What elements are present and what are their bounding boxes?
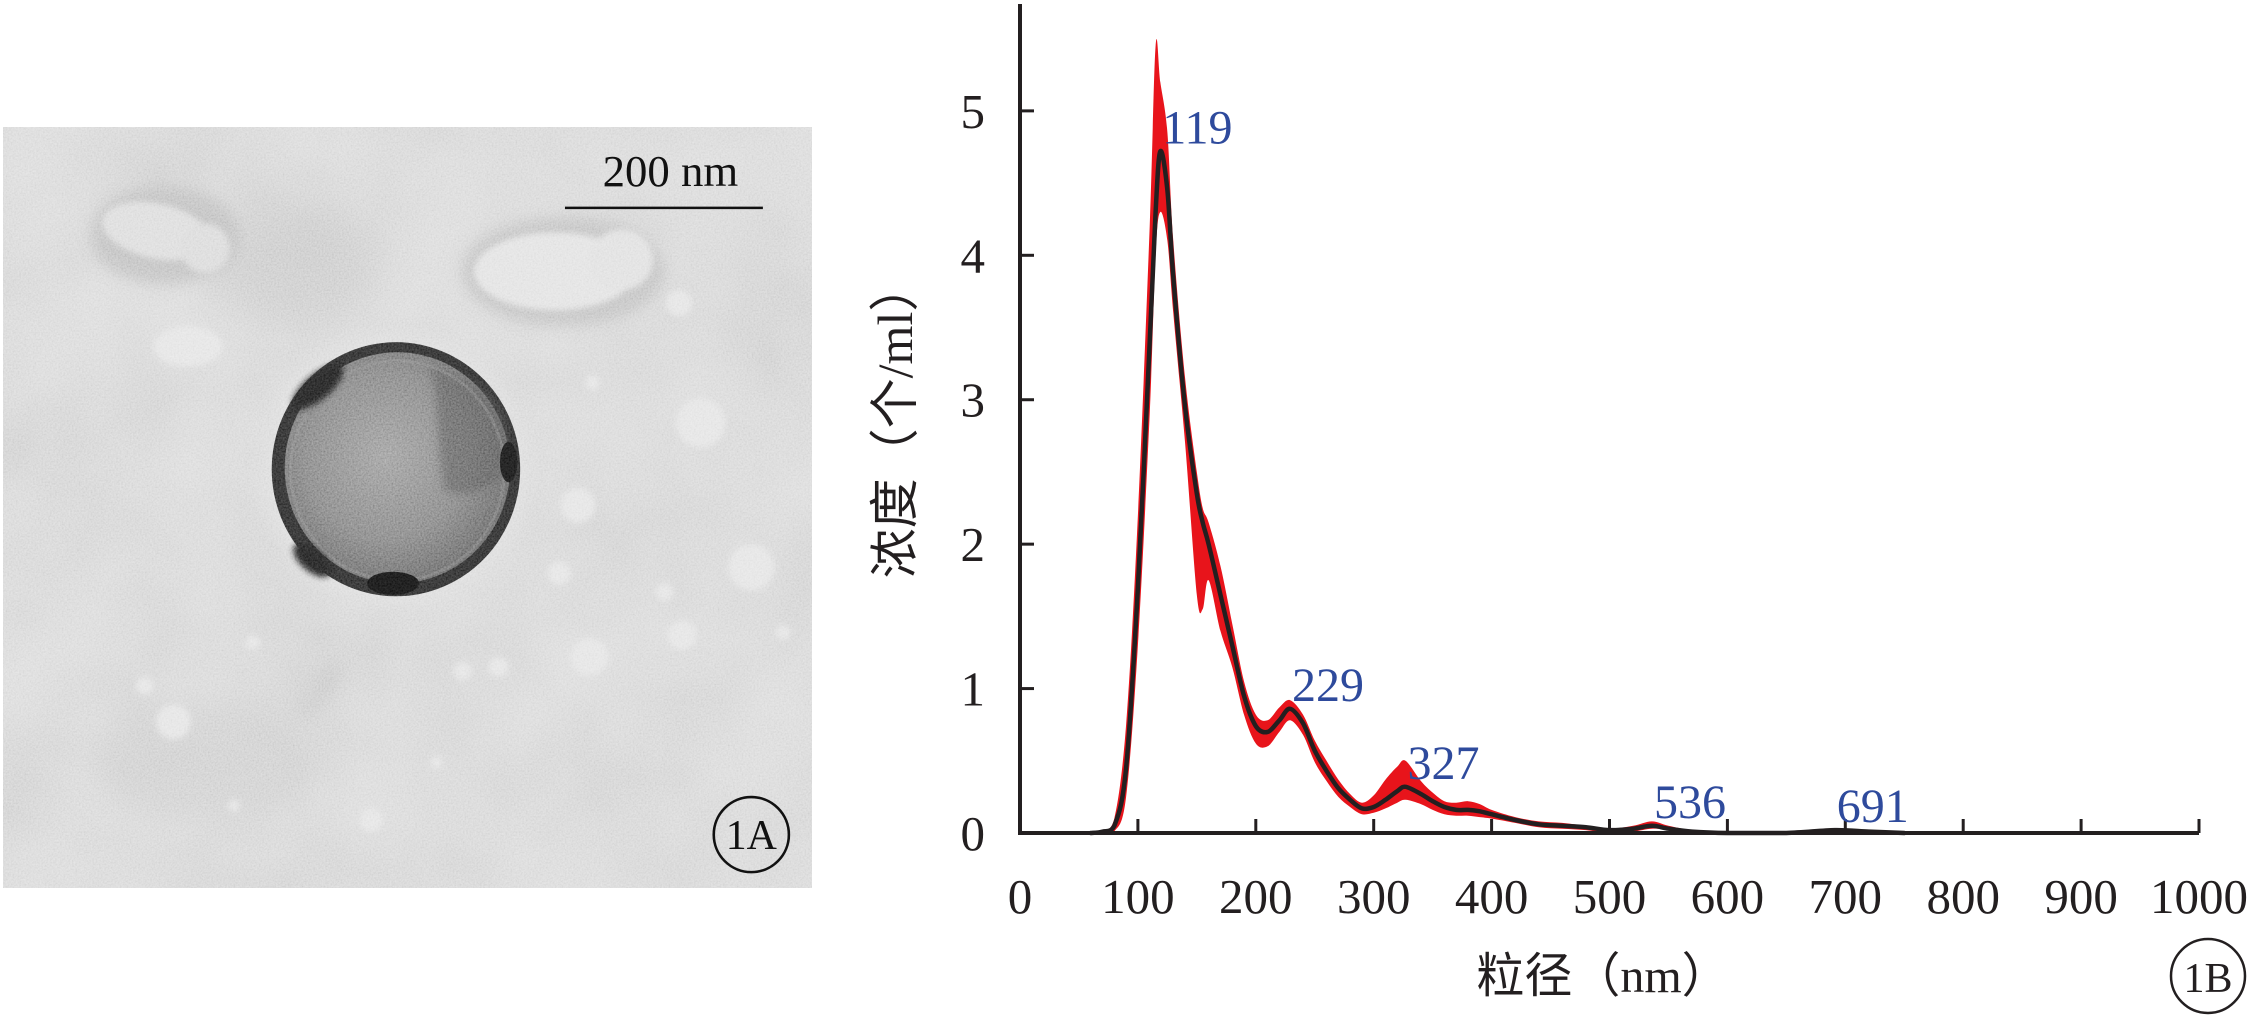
panel-label: 1B — [2183, 956, 2232, 1002]
x-axis-label: 粒径（nm） — [1476, 950, 1729, 1003]
x-tick-label: 200 — [1219, 869, 1293, 924]
y-tick-label: 5 — [961, 84, 986, 139]
x-tick-label: 500 — [1573, 869, 1647, 924]
chart-marks: 0 100 200 300 400 500 600 700 800 900 1000 0 1 2 3 4 5 11… — [961, 39, 2248, 924]
peak-label: 691 — [1837, 780, 1909, 833]
peak-label: 536 — [1654, 776, 1726, 829]
x-tick-label: 100 — [1101, 869, 1175, 924]
x-tick-label: 800 — [1926, 869, 2000, 924]
mean-curve — [1088, 148, 1907, 836]
peak-label: 327 — [1408, 737, 1480, 790]
tem-micrograph: 200 nm 1A — [3, 127, 812, 888]
x-tick-label: 900 — [2044, 869, 2118, 924]
y-tick-label: 0 — [961, 806, 986, 861]
peak-label: 229 — [1292, 659, 1364, 712]
panel-label-circle — [2169, 937, 2247, 1015]
x-tick-label: 1000 — [2150, 869, 2248, 924]
y-tick-label: 4 — [961, 228, 986, 283]
y-tick-label: 1 — [961, 662, 986, 717]
error-band — [1090, 39, 1905, 834]
panel-label: 1A — [726, 813, 777, 859]
peak-label: 119 — [1162, 101, 1232, 154]
x-tick-label: 300 — [1337, 869, 1411, 924]
scale-bar-label: 200 nm — [603, 146, 739, 196]
x-tick-label: 400 — [1455, 869, 1529, 924]
y-axis-label: 浓度（个/ml） — [867, 262, 923, 579]
panel-label-circle — [712, 795, 791, 874]
size-distribution-chart: 0 100 200 300 400 500 600 700 800 900 1000 0 1 2 3 4 5 11… — [867, 4, 2248, 1015]
x-tick-label: 600 — [1691, 869, 1765, 924]
x-tick-label: 700 — [1809, 869, 1883, 924]
y-tick-label: 2 — [961, 517, 986, 572]
y-tick-label: 3 — [961, 373, 986, 428]
x-tick-label: 0 — [1008, 869, 1033, 924]
